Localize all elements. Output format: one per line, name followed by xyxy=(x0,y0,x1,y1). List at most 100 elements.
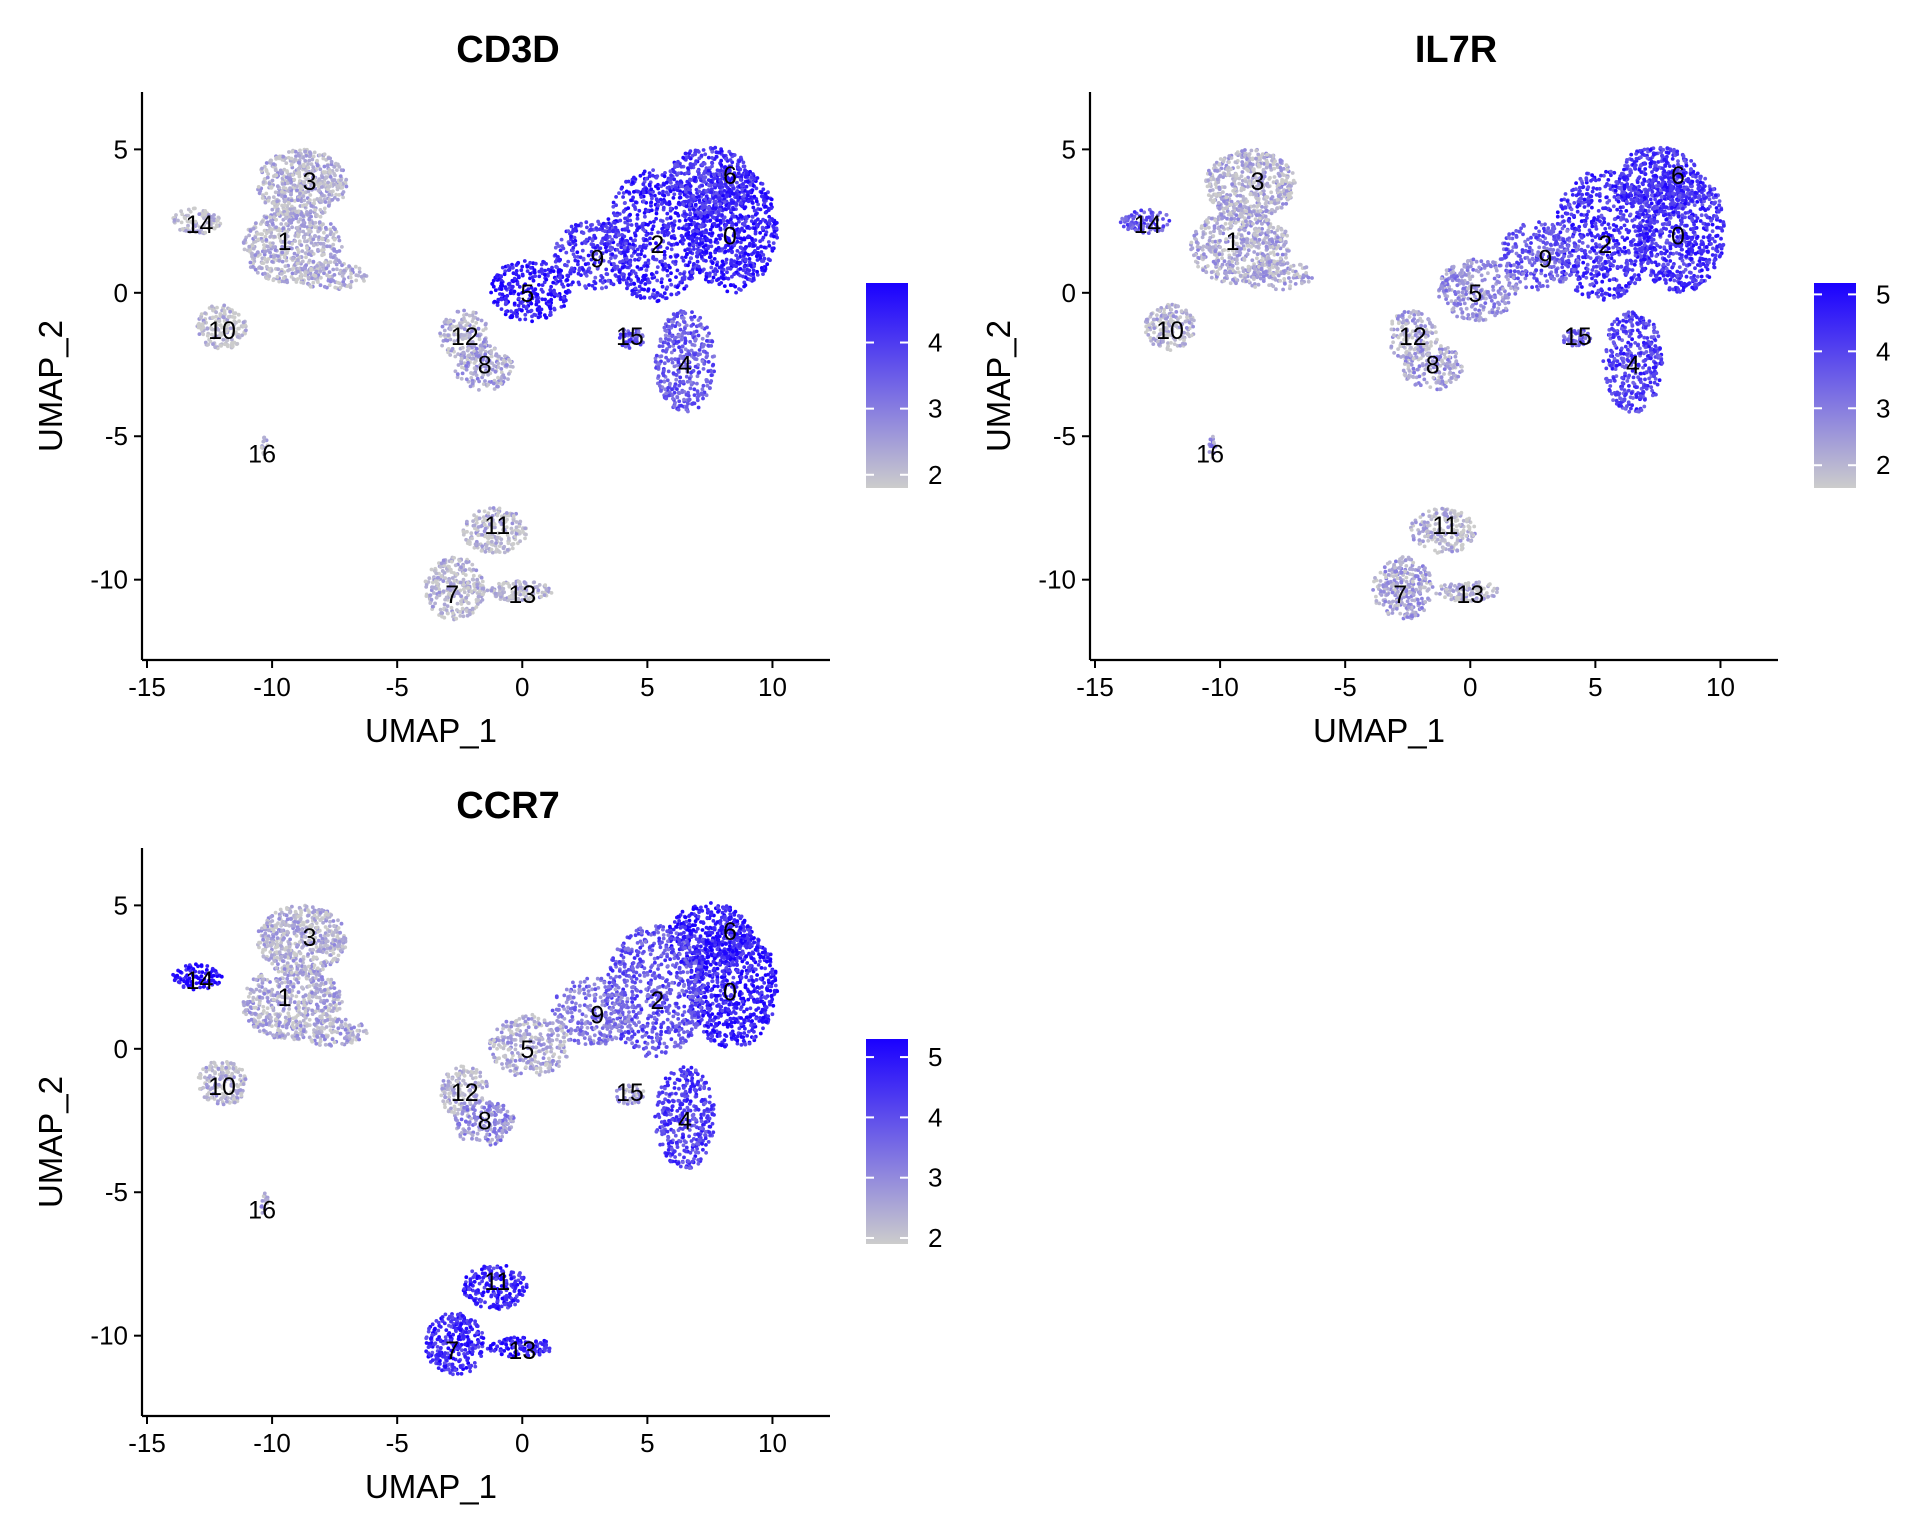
cell-point xyxy=(514,525,519,530)
cell-point xyxy=(310,276,315,281)
cell-point xyxy=(675,268,680,273)
cell-point xyxy=(283,247,288,252)
cell-point xyxy=(270,178,275,183)
cell-point xyxy=(692,401,697,406)
cell-point xyxy=(705,383,710,388)
cell-point xyxy=(206,213,211,217)
cell-point xyxy=(710,279,715,283)
cell-point xyxy=(635,216,640,221)
cell-point xyxy=(703,180,707,184)
cell-point xyxy=(561,284,566,289)
cell-point xyxy=(458,580,463,585)
cell-point xyxy=(637,208,642,213)
cell-point xyxy=(330,198,335,202)
cell-point xyxy=(571,267,575,272)
cell-point xyxy=(736,216,741,221)
cell-point xyxy=(638,173,643,178)
cell-point xyxy=(722,284,727,288)
cell-point xyxy=(747,268,752,273)
cell-point xyxy=(645,264,650,268)
cell-point xyxy=(256,237,261,242)
cell-point xyxy=(320,185,324,189)
cell-point xyxy=(254,221,258,226)
cell-point xyxy=(317,153,322,158)
cell-point xyxy=(738,267,743,271)
cell-point xyxy=(507,281,512,286)
cell-point xyxy=(759,266,764,270)
cell-point xyxy=(714,237,719,242)
cell-point xyxy=(179,220,184,225)
cell-point xyxy=(679,337,684,342)
cell-point xyxy=(495,303,500,307)
cell-point xyxy=(262,228,267,233)
cell-point xyxy=(521,530,525,534)
cell-point xyxy=(276,267,281,272)
cell-point xyxy=(326,156,331,161)
cell-point xyxy=(322,230,326,235)
cell-point xyxy=(669,350,674,355)
cell-point xyxy=(523,526,528,531)
cell-point xyxy=(232,315,237,320)
cell-point xyxy=(332,247,336,252)
cell-point xyxy=(318,181,323,186)
cell-point xyxy=(606,217,611,222)
cell-point xyxy=(671,340,676,344)
cell-point xyxy=(205,326,210,331)
cell-point xyxy=(532,312,537,317)
cell-point xyxy=(759,190,764,195)
cell-point xyxy=(661,373,666,378)
cell-point xyxy=(336,184,340,188)
cell-point xyxy=(587,283,591,287)
cell-point xyxy=(202,212,207,217)
y-tick-label: 5 xyxy=(114,134,128,164)
cell-point xyxy=(332,165,337,169)
cell-point xyxy=(704,271,709,276)
cell-point xyxy=(702,211,707,216)
cell-point xyxy=(759,244,763,249)
cell-point xyxy=(622,234,627,239)
cell-point xyxy=(493,591,498,596)
cell-point xyxy=(319,241,323,246)
x-tick-label: 10 xyxy=(758,672,787,702)
cell-point xyxy=(501,546,506,551)
cell-point xyxy=(658,379,663,384)
cell-point xyxy=(656,298,661,303)
cell-point xyxy=(742,221,747,226)
cell-point xyxy=(627,190,631,195)
cell-point xyxy=(213,327,218,332)
cell-point xyxy=(665,211,670,216)
cell-point xyxy=(563,263,567,267)
cell-point xyxy=(328,252,333,257)
cell-point xyxy=(699,174,704,178)
cell-point xyxy=(705,334,710,338)
cell-point xyxy=(460,606,465,611)
cell-point xyxy=(676,181,680,186)
cell-point xyxy=(302,266,306,270)
cell-point xyxy=(296,160,301,165)
cell-point xyxy=(721,276,726,281)
cell-point xyxy=(633,249,637,254)
cell-point xyxy=(706,369,711,374)
cell-point xyxy=(295,213,299,218)
cell-point xyxy=(331,242,336,247)
cell-point xyxy=(713,267,718,271)
cell-point xyxy=(264,215,269,220)
cell-point xyxy=(514,269,519,273)
cell-point xyxy=(532,270,537,275)
cell-point xyxy=(529,308,534,313)
cell-point xyxy=(281,239,286,244)
cell-point xyxy=(544,315,549,320)
y-tick-label: 0 xyxy=(114,278,128,308)
cell-point xyxy=(307,258,312,263)
cell-point xyxy=(666,358,671,362)
cell-point xyxy=(666,338,671,342)
cell-point xyxy=(505,293,510,298)
cell-point xyxy=(668,265,672,270)
cell-point xyxy=(677,399,682,404)
cell-point xyxy=(477,379,481,384)
cell-point xyxy=(749,252,754,257)
cell-point xyxy=(736,233,741,238)
cell-point xyxy=(755,269,759,274)
cell-point xyxy=(280,259,285,264)
cell-point xyxy=(621,277,626,282)
